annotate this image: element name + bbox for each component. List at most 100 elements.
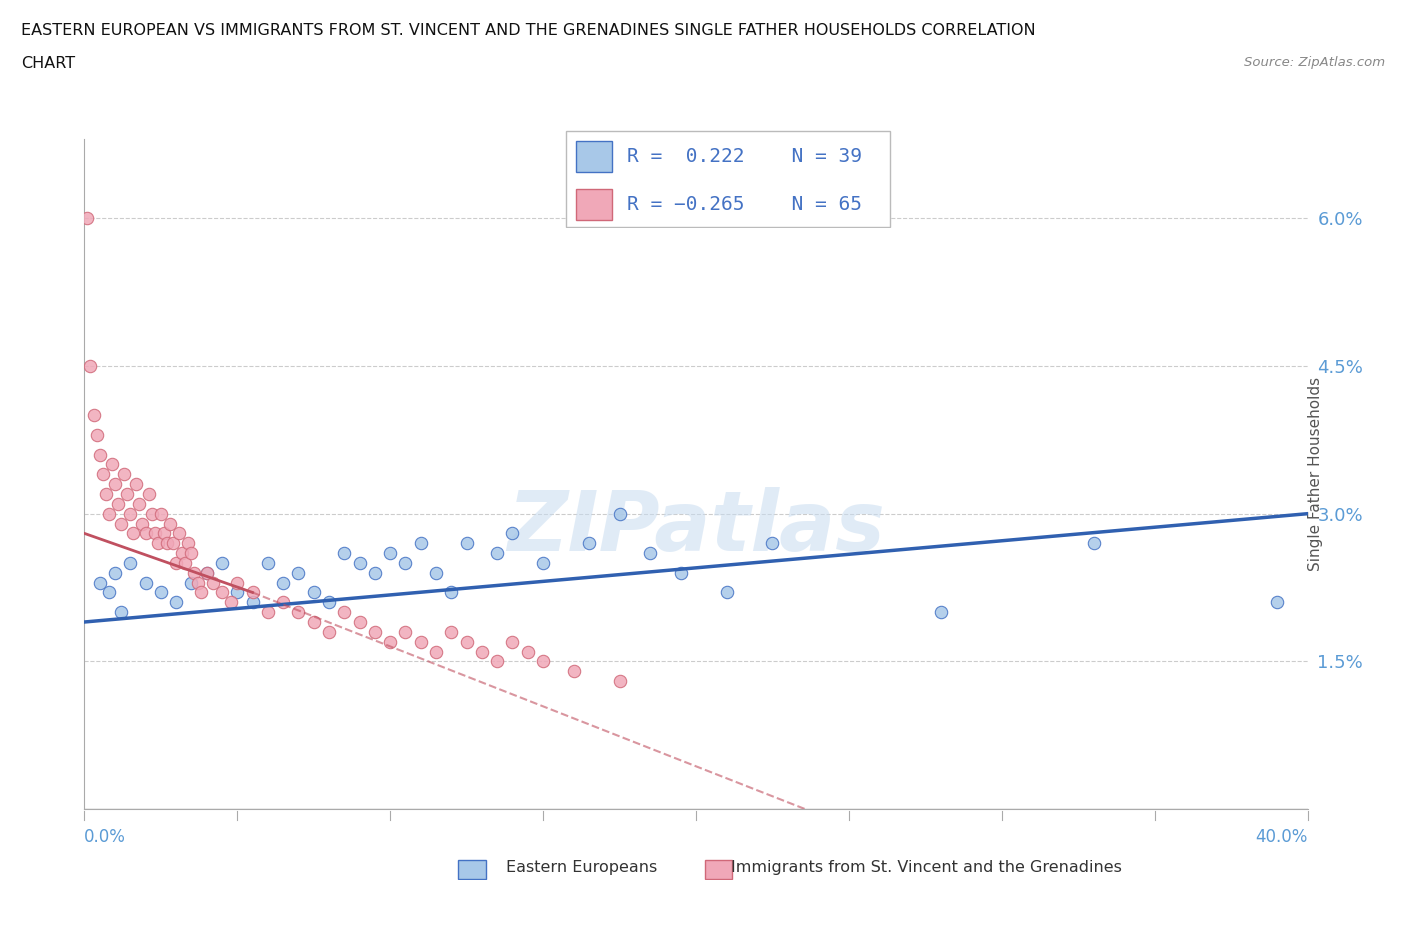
Point (97, 585, 120, 600)
Text: Eastern Europeans: Eastern Europeans (506, 860, 658, 875)
Point (195, 565, 218, 580)
Point (122, 526, 145, 541)
Point (128, 497, 150, 512)
Point (104, 477, 127, 492)
Point (1265, 595, 1288, 610)
Point (609, 673, 631, 688)
Point (211, 585, 233, 600)
Point (125, 477, 148, 492)
Point (110, 604, 132, 619)
Point (135, 526, 157, 541)
Point (716, 585, 738, 600)
Point (318, 624, 340, 639)
Point (211, 555, 233, 570)
Point (364, 565, 387, 580)
Text: R =  0.222    N = 39: R = 0.222 N = 39 (627, 147, 862, 166)
FancyBboxPatch shape (704, 860, 733, 879)
Point (929, 604, 952, 619)
Point (226, 585, 249, 600)
Point (394, 555, 416, 570)
Point (149, 506, 172, 521)
Point (333, 546, 356, 561)
Point (94, 486, 117, 501)
Point (562, 664, 585, 679)
Point (141, 506, 163, 521)
Point (76, 211, 98, 226)
Point (486, 546, 509, 561)
Point (638, 546, 661, 561)
Point (153, 526, 176, 541)
Point (97, 506, 120, 521)
Point (271, 595, 294, 610)
Point (1083, 536, 1105, 551)
Point (471, 644, 494, 659)
Point (318, 595, 340, 610)
Point (364, 624, 387, 639)
Point (89, 575, 111, 590)
Point (112, 467, 135, 482)
Point (242, 585, 264, 600)
Point (149, 585, 172, 600)
Point (110, 516, 132, 531)
FancyBboxPatch shape (458, 860, 486, 879)
Point (165, 595, 187, 610)
Point (180, 546, 202, 561)
Point (91, 467, 114, 482)
Point (186, 575, 208, 590)
Point (486, 654, 509, 669)
Point (79, 359, 101, 374)
Point (440, 624, 463, 639)
Point (333, 604, 356, 619)
Point (180, 575, 202, 590)
Point (86, 428, 108, 443)
Point (409, 634, 432, 649)
Point (531, 654, 554, 669)
Point (167, 526, 190, 541)
Point (174, 555, 197, 570)
Point (456, 634, 478, 649)
Point (115, 486, 138, 501)
Point (287, 565, 309, 580)
Point (302, 615, 325, 630)
Point (226, 575, 249, 590)
Point (578, 536, 600, 551)
Point (195, 565, 218, 580)
Point (201, 575, 224, 590)
Point (302, 585, 325, 600)
Point (516, 644, 538, 659)
Point (177, 536, 200, 551)
Point (165, 555, 187, 570)
Point (83, 407, 105, 422)
Text: R = −0.265    N = 65: R = −0.265 N = 65 (627, 195, 862, 214)
Text: Immigrants from St. Vincent and the Grenadines: Immigrants from St. Vincent and the Gren… (731, 860, 1122, 875)
Point (761, 536, 783, 551)
Point (143, 526, 166, 541)
Point (425, 565, 447, 580)
Point (107, 497, 129, 512)
Point (609, 506, 631, 521)
Y-axis label: Single Father Households: Single Father Households (1309, 378, 1323, 571)
Text: CHART: CHART (21, 56, 75, 71)
Text: 40.0%: 40.0% (1256, 828, 1308, 845)
Point (502, 526, 524, 541)
Point (156, 536, 179, 551)
Point (135, 575, 157, 590)
Point (287, 604, 309, 619)
Point (669, 565, 692, 580)
Text: Source: ZipAtlas.com: Source: ZipAtlas.com (1244, 56, 1385, 69)
Point (120, 506, 142, 521)
Point (159, 516, 181, 531)
Point (257, 604, 280, 619)
FancyBboxPatch shape (575, 141, 612, 172)
Point (89, 447, 111, 462)
Text: ZIPatlas: ZIPatlas (508, 487, 884, 568)
Point (456, 536, 478, 551)
FancyBboxPatch shape (575, 189, 612, 220)
Point (409, 536, 432, 551)
Point (349, 555, 371, 570)
Text: EASTERN EUROPEAN VS IMMIGRANTS FROM ST. VINCENT AND THE GRENADINES SINGLE FATHER: EASTERN EUROPEAN VS IMMIGRANTS FROM ST. … (21, 23, 1036, 38)
Point (502, 634, 524, 649)
Point (440, 585, 463, 600)
Point (257, 555, 280, 570)
Point (138, 486, 160, 501)
